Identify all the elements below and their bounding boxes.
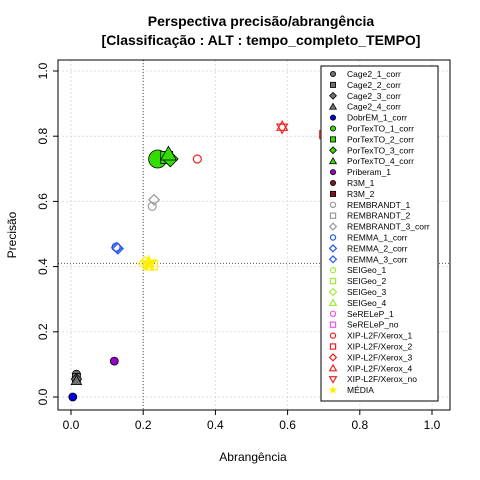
data-point [147, 201, 157, 211]
data-point [159, 145, 177, 161]
x-tick-label: 0.4 [207, 418, 224, 432]
legend-marker [328, 157, 338, 165]
legend-label: SeRELeP_1 [347, 309, 394, 319]
legend-marker [329, 310, 337, 317]
data-point [147, 193, 161, 206]
legend-label: REMBRANDT_1 [347, 200, 411, 210]
x-tick-label: 0.2 [135, 418, 152, 432]
x-tick-label: 1.0 [424, 418, 441, 432]
legend-marker [328, 244, 338, 253]
y-tick-label: 0.2 [36, 323, 50, 340]
data-point [143, 259, 155, 271]
legend-label: REMMA_1_corr [347, 233, 408, 243]
legend-label: REMMA_3_corr [347, 254, 408, 264]
data-point [275, 120, 289, 131]
legend-label: Cage2_2_corr [347, 80, 401, 90]
legend-label: SEIGeo_4 [347, 298, 386, 308]
legend-marker [328, 222, 338, 231]
legend-label: Cage2_3_corr [347, 91, 401, 101]
legend-marker [329, 277, 337, 285]
x-axis-label: Abrangência [219, 450, 287, 464]
legend-marker [329, 71, 336, 78]
reference-lines [58, 60, 450, 410]
legend-marker [328, 376, 338, 384]
legend-marker [329, 190, 336, 197]
legend-label: XIP-L2F/Xerox_3 [347, 352, 412, 362]
legend-label: Cage2_1_corr [347, 69, 401, 79]
legend: Cage2_1_corrCage2_2_corrCage2_3_corrCage… [320, 65, 439, 402]
legend-label: PorTexTO_2_corr [347, 134, 414, 144]
legend-label: R3M_2 [347, 189, 375, 199]
data-point [137, 255, 153, 271]
plot-frame [57, 59, 451, 411]
x-tick-label: 0.0 [63, 418, 80, 432]
data-point [109, 356, 119, 366]
legend-marker [328, 363, 338, 372]
legend-marker [328, 255, 338, 264]
data-point [192, 154, 202, 164]
legend-label: REMBRANDT_2 [347, 211, 411, 221]
y-tick-label: 1.0 [36, 62, 50, 79]
legend-label: Priberam_1 [347, 167, 391, 177]
legend-label: DobrEM_1_corr [347, 113, 407, 123]
y-tick-label: 0.0 [36, 388, 50, 405]
legend-label: XIP-L2F/Xerox_no [347, 374, 417, 384]
legend-marker [329, 343, 337, 350]
legend-label: PorTexTO_4_corr [347, 156, 414, 166]
legend-marker [329, 125, 336, 132]
data-point [110, 241, 123, 254]
data-point [70, 374, 83, 386]
legend-label: SEIGeo_2 [347, 276, 386, 286]
y-axis-label: Precisão [5, 211, 19, 258]
data-point [68, 392, 78, 402]
legend-label: PorTexTO_1_corr [347, 124, 414, 134]
legend-marker [328, 298, 338, 307]
legend-marker [328, 353, 338, 362]
grid-layer [58, 60, 450, 410]
legend-label: SeRELeP_no [347, 320, 399, 330]
legend-box [320, 65, 439, 402]
x-tick-label: 0.6 [279, 418, 296, 432]
axis-ticks: 0.0 0.2 0.4 0.6 0.8 1.0 0.0 0.2 0.4 0.6 0.8 1.0 [36, 62, 440, 432]
legend-label: Cage2_4_corr [347, 102, 401, 112]
y-tick-label: 0.8 [36, 128, 50, 145]
legend-marker [329, 91, 337, 100]
y-tick-label: 0.4 [36, 258, 50, 275]
legend-marker [329, 201, 337, 208]
legend-label: REMMA_2_corr [347, 243, 408, 253]
legend-marker [329, 332, 337, 339]
legend-label: XIP-L2F/Xerox_2 [347, 342, 412, 352]
chart-subtitle: [Classificação : ALT : tempo_completo_TE… [102, 32, 421, 48]
x-tick-label: 0.8 [351, 418, 368, 432]
legend-label: XIP-L2F/Xerox_1 [347, 331, 412, 341]
legend-marker [329, 212, 337, 219]
legend-marker [329, 234, 337, 241]
legend-marker [328, 102, 338, 110]
legend-label: PorTexTO_3_corr [347, 145, 414, 155]
legend-marker [329, 136, 336, 143]
legend-label: SEIGeo_3 [347, 287, 386, 297]
legend-label: SEIGeo_1 [347, 265, 386, 275]
legend-marker [329, 169, 336, 176]
legend-label: R3M_1 [347, 178, 375, 188]
legend-marker [329, 114, 336, 121]
legend-marker [329, 81, 336, 88]
legend-marker [328, 287, 338, 297]
data-point [275, 123, 289, 135]
legend-label: XIP-L2F/Xerox_4 [347, 363, 412, 373]
legend-marker [329, 321, 337, 328]
legend-label: MÉDIA [347, 385, 374, 395]
y-tick-label: 0.6 [36, 193, 50, 210]
legend-marker [329, 267, 337, 274]
legend-label: REMBRANDT_3_corr [347, 222, 430, 232]
data-point [146, 259, 158, 271]
legend-marker [329, 146, 337, 155]
data-points [68, 120, 329, 402]
legend-marker [328, 385, 338, 394]
chart-title: Perspectiva precisão/abrangência [148, 13, 375, 29]
legend-marker [329, 179, 336, 186]
